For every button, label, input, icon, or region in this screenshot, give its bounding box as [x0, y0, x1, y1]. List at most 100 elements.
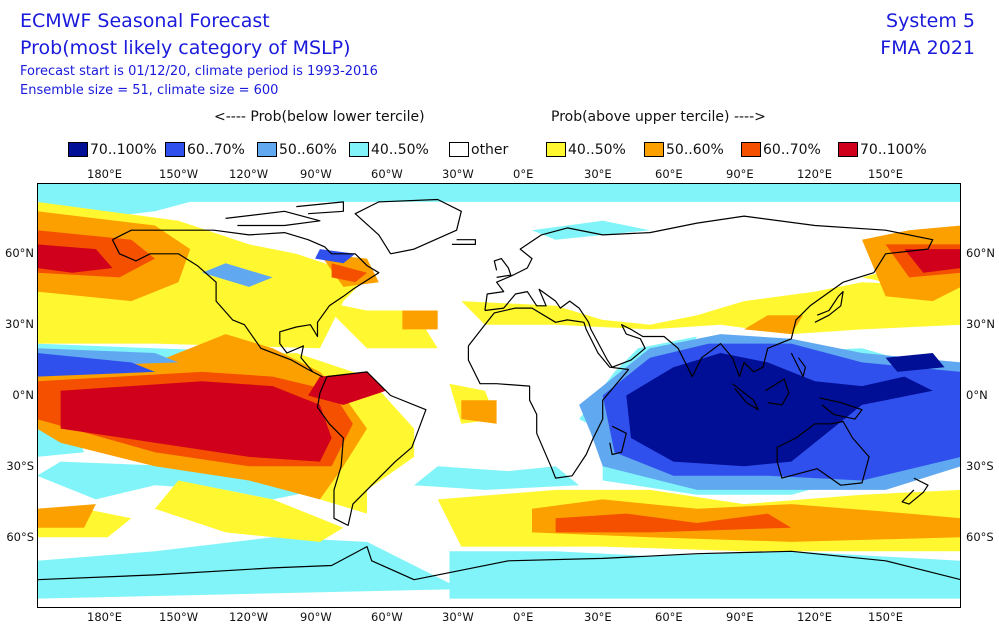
probability-region [37, 183, 961, 202]
probability-region [37, 353, 155, 377]
probability-region [532, 220, 650, 240]
probability-region [154, 480, 344, 542]
coastline [790, 352, 806, 378]
legend-label: 50..60% [279, 142, 337, 158]
lon-label-bottom: 120°W [229, 610, 269, 624]
coastline [819, 397, 863, 420]
lon-label-bottom: 0°E [513, 610, 534, 624]
coastline [451, 239, 476, 245]
coastline [296, 201, 344, 215]
lon-label-top: 0°E [513, 167, 534, 181]
coastline [354, 198, 462, 255]
coastline [111, 229, 380, 378]
map-subtitle: Prob(most likely category of MSLP) [20, 37, 351, 59]
legend-above-header: Prob(above upper tercile) ----> [551, 109, 766, 125]
lon-label-bottom: 60°W [371, 610, 403, 624]
probability-region [555, 513, 792, 533]
coastline [901, 477, 929, 505]
season-label: FMA 2021 [880, 37, 975, 59]
lon-label-bottom: 30°E [584, 610, 612, 624]
lon-label-top: 180°E [87, 167, 122, 181]
lat-label-left: 60°S [6, 530, 34, 544]
probability-region [461, 400, 497, 424]
probability-region [202, 263, 273, 287]
lat-label-left: 0°N [12, 388, 34, 402]
probability-region [308, 371, 386, 405]
legend-label: 50..60% [666, 142, 724, 158]
legend-label: 70..100% [860, 142, 927, 158]
system-label: System 5 [886, 10, 975, 32]
coastline [776, 420, 870, 486]
lat-label-right: 30°S [966, 459, 994, 473]
legend-swatch [68, 142, 88, 157]
probability-region [461, 282, 961, 335]
map-title: ECMWF Seasonal Forecast [20, 10, 270, 32]
lon-label-top: 60°W [371, 167, 403, 181]
legend-label: 70..100% [90, 142, 157, 158]
coastline [37, 546, 961, 581]
lon-label-top: 60°E [655, 167, 683, 181]
coastline [732, 383, 759, 411]
legend-swatch [349, 142, 369, 157]
probability-region [449, 551, 961, 599]
probability-map [37, 183, 961, 608]
probability-region [315, 249, 356, 264]
coastline [609, 425, 627, 456]
probability-region [37, 461, 320, 500]
lat-label-right: 60°S [966, 530, 994, 544]
lon-label-top: 120°E [797, 167, 832, 181]
forecast-start-info: Forecast start is 01/12/20, climate peri… [20, 64, 378, 79]
legend-label: 40..50% [371, 142, 429, 158]
lon-label-bottom: 150°E [868, 610, 903, 624]
legend-label: other [471, 142, 509, 158]
coastline [493, 258, 512, 278]
lat-label-right: 30°N [966, 317, 995, 331]
coastline [814, 291, 844, 323]
lon-label-bottom: 150°W [159, 610, 199, 624]
coastline [316, 371, 427, 526]
lon-label-top: 90°E [726, 167, 754, 181]
coastline [765, 378, 790, 406]
probability-region [60, 381, 332, 462]
lon-label-bottom: 180°E [87, 610, 122, 624]
lon-label-top: 30°W [442, 167, 474, 181]
lon-label-bottom: 120°E [797, 610, 832, 624]
legend-swatch [741, 142, 761, 157]
legend-label: 60..70% [763, 142, 821, 158]
lat-label-left: 60°N [5, 246, 34, 260]
legend-label: 60..70% [187, 142, 245, 158]
probability-region [37, 504, 96, 528]
coastline [484, 215, 934, 378]
legend-label: 40..50% [568, 142, 626, 158]
ensemble-size-info: Ensemble size = 51, climate size = 600 [20, 83, 279, 98]
probability-region [626, 353, 933, 467]
coastline [225, 210, 321, 227]
lat-label-right: 60°N [966, 246, 995, 260]
map-frame [37, 183, 961, 608]
lon-label-bottom: 30°W [442, 610, 474, 624]
lon-label-top: 150°W [159, 167, 199, 181]
probability-region [744, 315, 804, 335]
lat-label-right: 0°N [966, 388, 988, 402]
lon-label-top: 90°W [300, 167, 332, 181]
lat-label-left: 30°S [6, 459, 34, 473]
probability-region [885, 353, 945, 372]
legend-swatch [546, 142, 566, 157]
probability-region [904, 249, 961, 273]
legend-swatch [165, 142, 185, 157]
probability-region [37, 244, 113, 273]
lon-label-bottom: 90°E [726, 610, 754, 624]
lon-label-top: 150°E [868, 167, 903, 181]
legend-swatch [257, 142, 277, 157]
lon-label-bottom: 90°W [300, 610, 332, 624]
lon-label-top: 30°E [584, 167, 612, 181]
probability-region [414, 466, 580, 490]
coastline [467, 307, 630, 479]
lat-label-left: 30°N [5, 317, 34, 331]
probability-region [402, 310, 438, 330]
lon-label-top: 120°W [229, 167, 269, 181]
legend-swatch [644, 142, 664, 157]
legend-swatch [449, 142, 469, 157]
probability-region [331, 263, 367, 283]
legend-swatch [838, 142, 858, 157]
